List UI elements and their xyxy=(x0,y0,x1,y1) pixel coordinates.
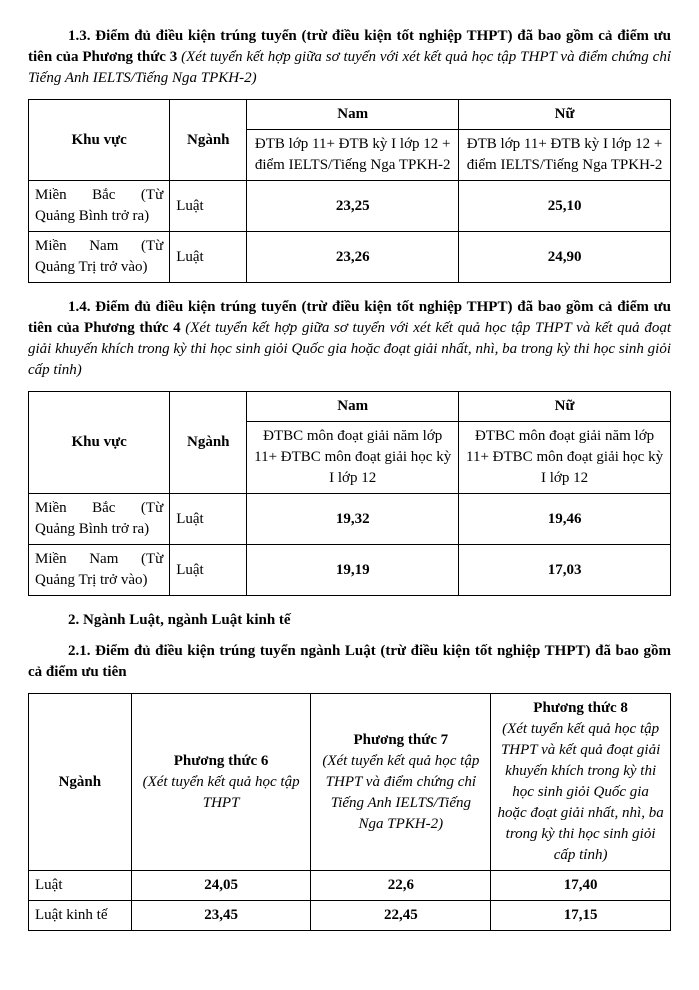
heading-1-3: 1.3. Điểm đủ điều kiện trúng tuyển (trừ … xyxy=(28,26,671,89)
cell-nganh: Luật xyxy=(170,232,247,283)
cell-pt7: 22,45 xyxy=(311,901,491,931)
table-1-3: Khu vực Ngành Nam Nữ ĐTB lớp 11+ ĐTB kỳ … xyxy=(28,99,671,283)
table-1-4: Khu vực Ngành Nam Nữ ĐTBC môn đoạt giải … xyxy=(28,391,671,596)
heading-2-1: 2.1. Điểm đủ điều kiện trúng tuyển ngành… xyxy=(28,641,671,683)
cell-nu: 19,46 xyxy=(459,494,671,545)
cell-nam: 23,26 xyxy=(247,232,459,283)
cell-nam: 19,32 xyxy=(247,494,459,545)
table-row: Miền Bắc (Từ Quảng Bình trở ra) Luật 19,… xyxy=(29,494,671,545)
cell-pt6: 23,45 xyxy=(131,901,311,931)
cell-nu: 17,03 xyxy=(459,545,671,596)
heading-1-4: 1.4. Điểm đủ điều kiện trúng tuyển (trừ … xyxy=(28,297,671,381)
col-pt8: Phương thức 8 (Xét tuyển kết quả học tập… xyxy=(491,694,671,871)
table-2-1: Ngành Phương thức 6 (Xét tuyển kết quả h… xyxy=(28,693,671,931)
col-nu: Nữ xyxy=(459,392,671,422)
cell-khuvuc: Miền Nam (Từ Quảng Trị trở vào) xyxy=(29,232,170,283)
cell-nganh: Luật kinh tế xyxy=(29,901,132,931)
heading-2: 2. Ngành Luật, ngành Luật kinh tế xyxy=(28,610,671,631)
col-nganh: Ngành xyxy=(29,694,132,871)
table-row: Khu vực Ngành Nam Nữ xyxy=(29,100,671,130)
cell-nu: 25,10 xyxy=(459,181,671,232)
cell-nganh: Luật xyxy=(170,494,247,545)
cell-nam: 23,25 xyxy=(247,181,459,232)
table-row: Miền Nam (Từ Quảng Trị trở vào) Luật 23,… xyxy=(29,232,671,283)
col-nganh: Ngành xyxy=(170,392,247,494)
sub-nam: ĐTBC môn đoạt giải năm lớp 11+ ĐTBC môn … xyxy=(247,422,459,494)
col-khuvuc: Khu vực xyxy=(29,100,170,181)
cell-pt8: 17,40 xyxy=(491,871,671,901)
cell-pt8: 17,15 xyxy=(491,901,671,931)
cell-nam: 19,19 xyxy=(247,545,459,596)
cell-nganh: Luật xyxy=(29,871,132,901)
table-row: Ngành Phương thức 6 (Xét tuyển kết quả h… xyxy=(29,694,671,871)
col-khuvuc: Khu vực xyxy=(29,392,170,494)
sub-nam: ĐTB lớp 11+ ĐTB kỳ I lớp 12 + điểm IELTS… xyxy=(247,130,459,181)
col-nu: Nữ xyxy=(459,100,671,130)
table-row: Luật kinh tế 23,45 22,45 17,15 xyxy=(29,901,671,931)
sub-nu: ĐTBC môn đoạt giải năm lớp 11+ ĐTBC môn … xyxy=(459,422,671,494)
col-nganh: Ngành xyxy=(170,100,247,181)
col-pt6: Phương thức 6 (Xét tuyển kết quả học tập… xyxy=(131,694,311,871)
table-row: Khu vực Ngành Nam Nữ xyxy=(29,392,671,422)
cell-nu: 24,90 xyxy=(459,232,671,283)
cell-nganh: Luật xyxy=(170,181,247,232)
col-pt7: Phương thức 7 (Xét tuyển kết quả học tập… xyxy=(311,694,491,871)
sub-nu: ĐTB lớp 11+ ĐTB kỳ I lớp 12 + điểm IELTS… xyxy=(459,130,671,181)
cell-pt7: 22,6 xyxy=(311,871,491,901)
cell-nganh: Luật xyxy=(170,545,247,596)
cell-pt6: 24,05 xyxy=(131,871,311,901)
cell-khuvuc: Miền Bắc (Từ Quảng Bình trở ra) xyxy=(29,494,170,545)
cell-khuvuc: Miền Nam (Từ Quảng Trị trở vào) xyxy=(29,545,170,596)
col-nam: Nam xyxy=(247,392,459,422)
col-nam: Nam xyxy=(247,100,459,130)
table-row: Luật 24,05 22,6 17,40 xyxy=(29,871,671,901)
table-row: Miền Bắc (Từ Quảng Bình trở ra) Luật 23,… xyxy=(29,181,671,232)
cell-khuvuc: Miền Bắc (Từ Quảng Bình trở ra) xyxy=(29,181,170,232)
table-row: Miền Nam (Từ Quảng Trị trở vào) Luật 19,… xyxy=(29,545,671,596)
